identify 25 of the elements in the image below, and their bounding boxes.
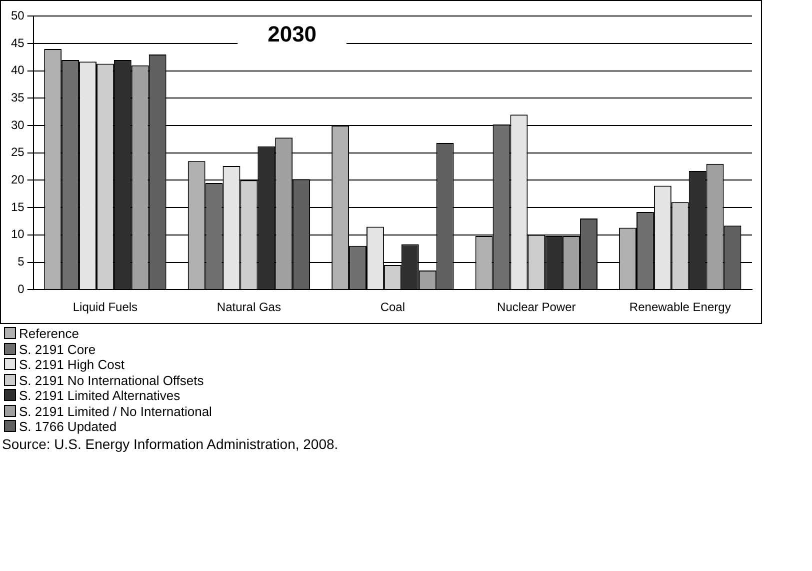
y-tick-label: 5	[18, 254, 25, 269]
y-tick-label: 45	[10, 36, 25, 50]
x-tick-label: Natural Gas	[216, 300, 281, 314]
y-tick-label: 10	[10, 227, 25, 242]
y-tick-label: 40	[10, 63, 25, 78]
y-tick-label: 50	[10, 8, 25, 23]
y-tick-label: 0	[18, 282, 25, 296]
legend-label: Reference	[18, 326, 80, 342]
y-tick-label: 30	[10, 118, 25, 132]
x-tick-label: Nuclear Power	[497, 300, 576, 314]
source-note: Source: U.S. Energy Information Administration, 2008.	[2, 436, 338, 452]
y-tick-label: 20	[10, 172, 25, 187]
y-tick-label: 25	[10, 145, 25, 160]
y-tick-label: 35	[10, 90, 25, 105]
legend-label: S. 2191 No International Offsets	[18, 372, 205, 388]
y-tick-label: 15	[10, 200, 25, 214]
legend-label: S. 2191 Core	[18, 342, 97, 357]
x-tick-label: Liquid Fuels	[72, 300, 138, 314]
legend-label: S. 2191 High Cost	[18, 357, 126, 372]
legend-label: S. 1766 Updated	[18, 419, 118, 434]
x-tick-label: Renewable Energy	[629, 300, 731, 314]
legend-label: S. 2191 Limited Alternatives	[18, 388, 182, 404]
legend-label: S. 2191 Limited / No International	[18, 404, 212, 419]
chart-title: 2030	[268, 21, 317, 46]
x-tick-label: Coal	[380, 300, 406, 314]
